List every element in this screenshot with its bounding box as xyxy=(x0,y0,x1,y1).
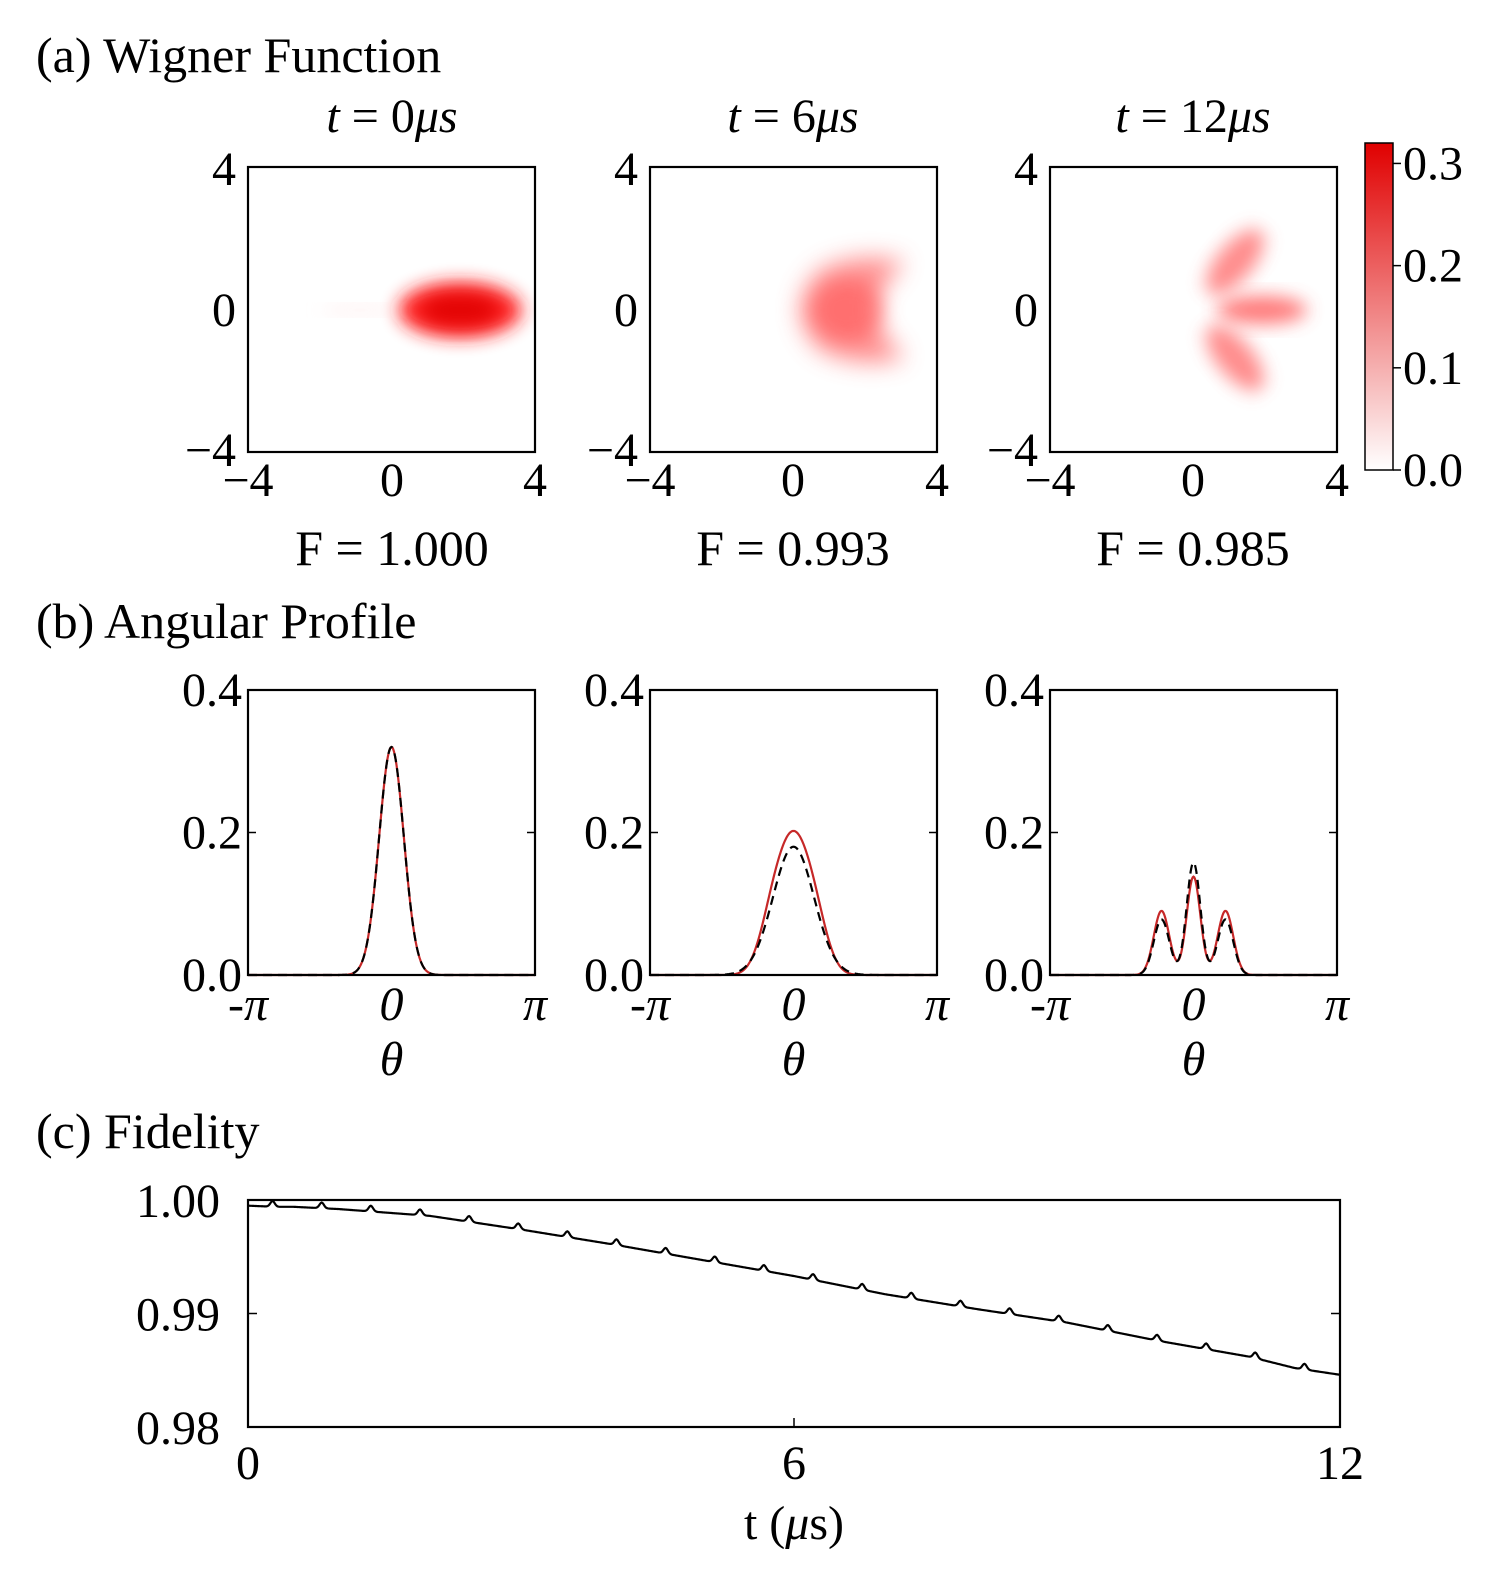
wigner-blob xyxy=(1205,229,1307,391)
y-tick-label: 0 xyxy=(212,284,236,337)
y-tick-label: 0.99 xyxy=(136,1289,220,1342)
x-tick-label: 0 xyxy=(782,978,806,1031)
x-tick-label: -π xyxy=(228,978,270,1031)
wigner-panel-t6: t = 6μs 4 0 −4 −4 0 4 F = 0.993 xyxy=(587,90,949,576)
wigner-time-label: t = 6μs xyxy=(727,90,858,143)
x-tick-label: −4 xyxy=(1024,454,1075,507)
x-tick-label: 4 xyxy=(523,454,547,507)
y-tick-label: −4 xyxy=(987,424,1038,477)
y-tick-label: 0.2 xyxy=(984,807,1044,860)
y-tick-label: 0.4 xyxy=(584,664,644,717)
angular-axes-frame xyxy=(246,688,537,977)
colorbar-tick-label: 0.2 xyxy=(1403,240,1463,293)
angular-profile-panels: 0.40.20.0-π 0 πθ0.40.20.0-π 0 πθ0.40.20.0-π 0… xyxy=(182,664,1351,1086)
wigner-blob xyxy=(320,282,522,338)
x-tick-label: 6 xyxy=(782,1437,806,1490)
colorbar-tick-label: 0.1 xyxy=(1403,342,1463,395)
x-tick-label: −4 xyxy=(222,454,273,507)
fidelity-axes-frame xyxy=(246,1198,1342,1429)
y-tick-label: 0.4 xyxy=(182,664,242,717)
y-tick-label: 0 xyxy=(1014,284,1038,337)
ideal-profile-line xyxy=(248,745,535,977)
simulated-profile-line xyxy=(1050,875,1337,977)
simulated-profile-line xyxy=(650,829,937,977)
simulated-profile-line xyxy=(248,745,535,977)
x-axis-label: θ xyxy=(782,1033,806,1086)
x-tick-label: −4 xyxy=(624,454,675,507)
angular-panel-1: 0.4 0.2 0.0-π 0 π θ xyxy=(584,664,951,1086)
x-tick-label: π xyxy=(1325,978,1351,1031)
y-tick-label: 4 xyxy=(614,143,638,196)
y-tick-label: −4 xyxy=(185,424,236,477)
y-tick-label: 0 xyxy=(614,284,638,337)
fidelity-line xyxy=(247,1199,1341,1376)
x-tick-label: 0 xyxy=(1181,454,1205,507)
angular-axes-frame xyxy=(1048,688,1339,977)
y-tick-label: −4 xyxy=(587,424,638,477)
x-axis-label: θ xyxy=(380,1033,404,1086)
y-tick-label: 4 xyxy=(1014,143,1038,196)
y-tick-label: 1.00 xyxy=(136,1175,220,1228)
ideal-profile-line xyxy=(1050,860,1337,977)
x-axis-label: θ xyxy=(1182,1033,1206,1086)
x-tick-label: -π xyxy=(1030,978,1072,1031)
x-tick-label: 0 xyxy=(236,1437,260,1490)
y-tick-label: 0.0 xyxy=(584,949,644,1002)
wigner-panel-t12: t = 12μs 4 0 −4 −4 0 4 F = 0.985 xyxy=(987,90,1349,576)
ideal-profile-line xyxy=(650,845,937,977)
x-tick-label: 12 xyxy=(1316,1437,1364,1490)
x-tick-label: π xyxy=(925,978,951,1031)
x-tick-label: π xyxy=(523,978,549,1031)
y-tick-label: 0.4 xyxy=(984,664,1044,717)
y-tick-label: 4 xyxy=(212,143,236,196)
y-tick-label: 0.2 xyxy=(584,807,644,860)
panel-b-title: (b) Angular Profile xyxy=(36,593,416,649)
x-tick-label: -π xyxy=(630,978,672,1031)
wigner-axes-frame xyxy=(246,165,537,454)
fidelity-caption: F = 0.993 xyxy=(696,520,890,576)
colorbar-gradient xyxy=(1364,142,1394,471)
angular-panel-2: 0.4 0.2 0.0-π 0 π θ xyxy=(984,664,1351,1086)
y-tick-label: 0.0 xyxy=(182,949,242,1002)
y-tick-label: 0.0 xyxy=(984,949,1044,1002)
panel-a-title: (a) Wigner Function xyxy=(36,27,441,83)
y-tick-label: 0.98 xyxy=(136,1402,220,1455)
wigner-axes-frame xyxy=(1048,165,1339,454)
colorbar-tick-label: 0.0 xyxy=(1403,444,1463,497)
fidelity-panel: 1.00 0.99 0.98 0 6 12 t (μs) xyxy=(136,1175,1364,1550)
wigner-time-label: t = 0μs xyxy=(326,90,457,143)
colorbar: 0.0 0.1 0.2 0.3 xyxy=(1364,137,1463,497)
wigner-panel-t0: t = 0μs 4 0 −4 −4 0 4 F = 1.000 xyxy=(185,90,547,576)
x-tick-label: 0 xyxy=(380,454,404,507)
angular-axes-frame xyxy=(648,688,939,977)
panel-c-title: (c) Fidelity xyxy=(36,1103,260,1159)
wigner-blob xyxy=(800,257,905,363)
y-tick-label: 0.2 xyxy=(182,807,242,860)
x-tick-label: 0 xyxy=(380,978,404,1031)
colorbar-ticks: 0.0 0.1 0.2 0.3 xyxy=(1393,137,1463,497)
angular-panel-0: 0.4 0.2 0.0-π 0 π θ xyxy=(182,664,549,1086)
wigner-axes-frame xyxy=(648,165,939,454)
x-tick-label: 4 xyxy=(1325,454,1349,507)
fidelity-caption: F = 1.000 xyxy=(295,520,489,576)
fidelity-caption: F = 0.985 xyxy=(1096,520,1290,576)
x-axis-label: t (μs) xyxy=(744,1497,844,1550)
wigner-time-label: t = 12μs xyxy=(1115,90,1270,143)
colorbar-tick-label: 0.3 xyxy=(1403,137,1463,190)
x-tick-label: 0 xyxy=(1182,978,1206,1031)
x-tick-label: 4 xyxy=(925,454,949,507)
x-tick-label: 0 xyxy=(781,454,805,507)
